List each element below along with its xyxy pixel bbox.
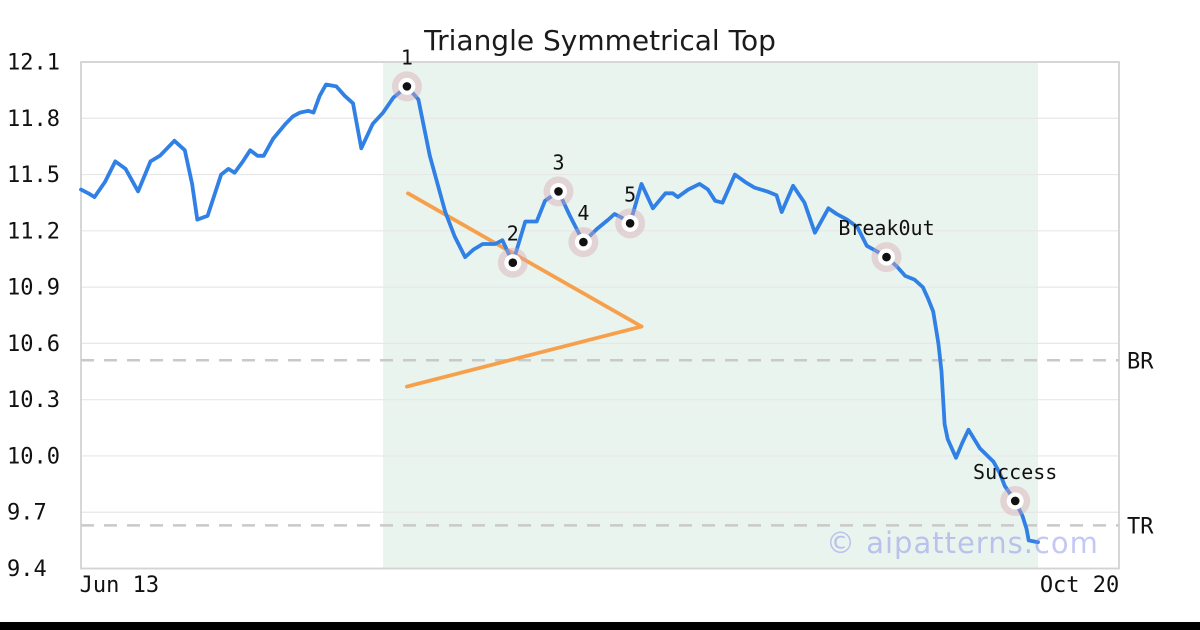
- marker-dot: [508, 258, 518, 268]
- plot-border: [80, 61, 1120, 570]
- reference-label-tr: TR: [1127, 514, 1154, 539]
- y-tick-label: 12.1: [7, 51, 60, 76]
- pattern-point-label-2: 2: [507, 222, 519, 246]
- marker-dot: [1010, 496, 1020, 506]
- pattern-shaded-region: [383, 62, 1039, 569]
- pattern-point-label-break0ut: Break0ut: [838, 216, 934, 240]
- pattern-point-label-1: 1: [401, 45, 413, 69]
- y-tick-label: 10.6: [7, 332, 60, 357]
- marker-dot: [882, 252, 891, 262]
- chart-title: Triangle Symmetrical Top: [424, 24, 776, 57]
- marker-dot: [625, 219, 635, 228]
- x-tick-label: Oct 20: [1040, 573, 1119, 598]
- marker-dot: [402, 82, 412, 91]
- y-tick-label: 11.8: [7, 107, 60, 132]
- y-tick-label: 11.5: [7, 163, 60, 188]
- reference-label-br: BR: [1127, 349, 1154, 374]
- pattern-point-label-success: Success: [973, 460, 1057, 484]
- y-tick-label: 9.4: [7, 557, 47, 582]
- marker-dot: [554, 187, 563, 196]
- lower-triangle-line: [405, 324, 644, 389]
- pattern-point-label-5: 5: [624, 182, 636, 206]
- pattern-point-label-4: 4: [577, 201, 589, 225]
- y-tick-label: 10.0: [7, 444, 60, 469]
- y-tick-label: 11.2: [7, 219, 60, 244]
- pattern-point-label-3: 3: [552, 150, 564, 174]
- price-line: [79, 82, 1040, 545]
- y-tick-label: 10.3: [7, 388, 60, 413]
- x-tick-label: Jun 13: [80, 573, 159, 598]
- marker-dot: [579, 237, 588, 247]
- y-tick-label: 10.9: [7, 276, 60, 301]
- watermark: © aipatterns.com: [826, 526, 1099, 560]
- y-tick-label: 9.7: [7, 501, 47, 526]
- bottom-edge-bar: [0, 622, 1200, 630]
